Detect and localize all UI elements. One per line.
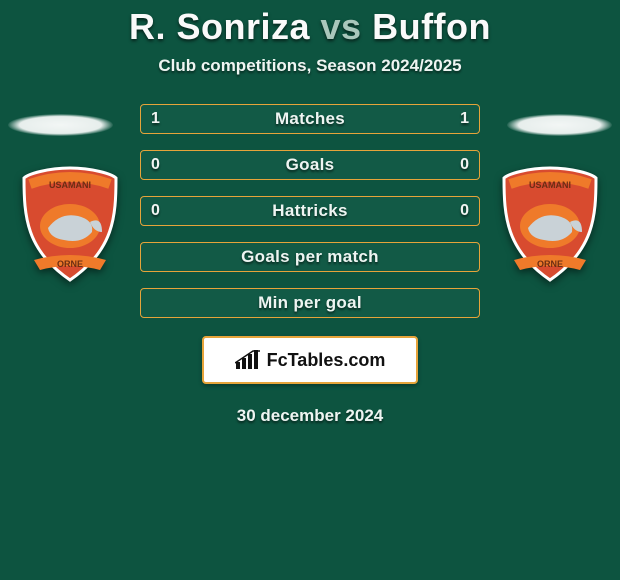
svg-text:ORNE: ORNE [537,259,563,269]
stat-label: Matches [275,109,345,129]
comparison-stage: USAMANI ORNE USAMANI ORNE 1 Matches 1 0 [0,104,620,426]
stat-row-min-per-goal: Min per goal [140,288,480,318]
shield-icon: USAMANI ORNE [500,166,600,282]
title-player2: Buffon [372,6,491,47]
player2-shadow [507,114,612,136]
stat-label: Goals per match [241,247,379,267]
stat-right-value: 0 [460,202,469,220]
stat-row-goals: 0 Goals 0 [140,150,480,180]
svg-text:USAMANI: USAMANI [529,180,571,190]
subtitle: Club competitions, Season 2024/2025 [0,56,620,76]
brand-box: FcTables.com [202,336,418,384]
page-title: R. Sonriza vs Buffon [0,0,620,48]
bar-chart-icon [235,350,261,370]
svg-text:USAMANI: USAMANI [49,180,91,190]
stat-left-value: 0 [151,202,160,220]
stat-left-value: 1 [151,110,160,128]
stat-row-hattricks: 0 Hattricks 0 [140,196,480,226]
player1-shadow [8,114,113,136]
stat-label: Min per goal [258,293,362,313]
stat-row-matches: 1 Matches 1 [140,104,480,134]
date-text: 30 december 2024 [0,406,620,426]
stat-bars: 1 Matches 1 0 Goals 0 0 Hattricks 0 Goal… [140,104,480,318]
stat-label: Hattricks [272,201,347,221]
shield-icon: USAMANI ORNE [20,166,120,282]
stat-row-goals-per-match: Goals per match [140,242,480,272]
stat-right-value: 0 [460,156,469,174]
brand: FcTables.com [235,350,386,371]
club-crest-left: USAMANI ORNE [20,166,120,282]
stat-right-value: 1 [460,110,469,128]
brand-text: FcTables.com [267,350,386,371]
club-crest-right: USAMANI ORNE [500,166,600,282]
stat-left-value: 0 [151,156,160,174]
title-player1: R. Sonriza [129,6,310,47]
svg-text:ORNE: ORNE [57,259,83,269]
stat-label: Goals [286,155,335,175]
title-vs: vs [321,6,362,47]
